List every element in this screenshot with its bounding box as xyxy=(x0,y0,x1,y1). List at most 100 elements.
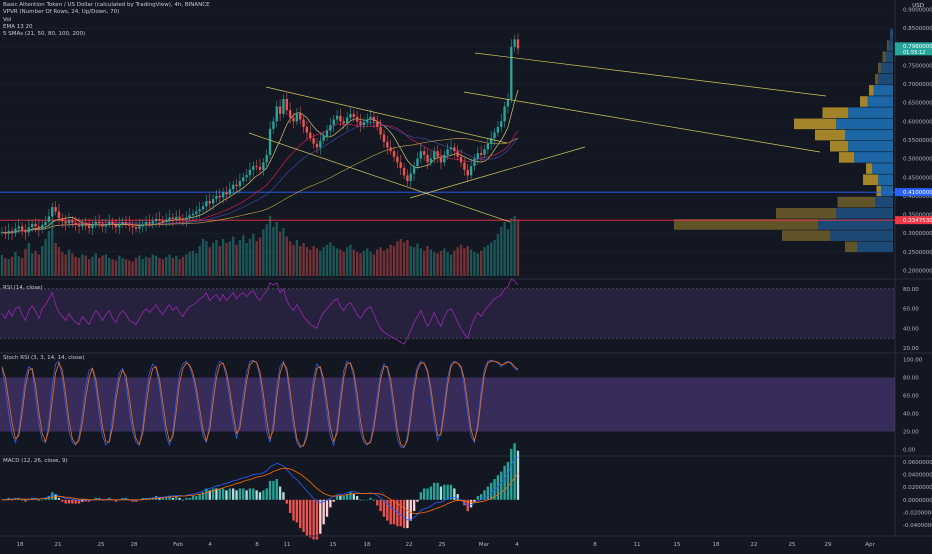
candle-body xyxy=(71,220,74,223)
volume-bar xyxy=(74,256,77,276)
indicator-ema[interactable]: EMA 13 20 xyxy=(3,23,33,30)
candle xyxy=(429,151,433,167)
candle xyxy=(466,163,469,183)
candle xyxy=(516,33,520,55)
candle xyxy=(77,217,81,234)
candle xyxy=(71,216,74,228)
volume-bar xyxy=(503,222,506,276)
macd-histogram-bar xyxy=(181,499,185,501)
volume-bar xyxy=(161,259,165,276)
trendline-channel-bottom xyxy=(248,132,511,223)
candle-body xyxy=(265,154,268,163)
candle xyxy=(185,211,188,227)
volume-bar xyxy=(118,255,121,276)
stoch-tick-label: 20.00 xyxy=(903,430,919,436)
volume-bar xyxy=(258,237,262,276)
candle xyxy=(319,133,322,155)
volume-profile-down xyxy=(860,96,868,107)
time-tick-label: 18 xyxy=(17,542,24,548)
volume-bar xyxy=(476,253,479,276)
volume-bar xyxy=(429,249,433,276)
volume-bar xyxy=(372,254,376,276)
candle xyxy=(97,214,101,229)
candle xyxy=(47,208,51,228)
stoch-tick-label: 100.00 xyxy=(903,357,923,363)
candle xyxy=(67,213,71,228)
stoch-pane-label[interactable]: Stoch RSI (3, 3, 14, 14, close) xyxy=(3,355,85,361)
candle xyxy=(188,207,191,222)
volume-bar xyxy=(382,250,386,276)
indicator-vpvr[interactable]: VPVR (Number Of Rows, 24, Up/Down, 70) xyxy=(3,9,120,16)
macd-histogram-bar xyxy=(439,486,443,500)
volume-bar xyxy=(426,246,429,276)
candle xyxy=(101,218,104,233)
candle-body xyxy=(479,153,483,155)
candle-body xyxy=(84,223,87,226)
macd-histogram-bar xyxy=(84,499,87,502)
candle xyxy=(423,146,426,161)
volume-bar xyxy=(61,252,64,276)
candle-body xyxy=(483,149,486,155)
volume-bar xyxy=(211,243,215,276)
macd-histogram-bar xyxy=(349,492,352,500)
chart-title: Basic Attention Token / US Dollar (calcu… xyxy=(3,2,210,8)
candle xyxy=(235,178,238,193)
volume-bar xyxy=(0,255,4,276)
candle-body xyxy=(288,110,292,118)
volume-bar xyxy=(201,238,205,276)
indicator-vol[interactable]: Vol xyxy=(3,16,12,23)
macd-histogram-bar xyxy=(496,475,500,500)
candle xyxy=(399,154,402,176)
volume-bar xyxy=(114,260,118,276)
trendline-projection-upper xyxy=(474,52,827,97)
volume-bar xyxy=(473,252,476,276)
candle xyxy=(366,113,369,127)
candle-body xyxy=(215,195,218,199)
volume-profile-down xyxy=(837,196,875,208)
candle xyxy=(168,210,171,226)
candle-body xyxy=(305,126,309,133)
macd-histogram-bar xyxy=(252,488,255,500)
red-level-box xyxy=(895,216,932,225)
candle-body xyxy=(258,166,262,170)
volume-profile-down xyxy=(776,208,836,219)
candle-body xyxy=(506,99,510,107)
volume-bar xyxy=(355,252,359,276)
candle-body xyxy=(389,147,392,152)
trendline-rising xyxy=(409,146,586,199)
candle-body xyxy=(449,147,453,150)
candle xyxy=(322,131,325,145)
volume-bar xyxy=(47,231,51,276)
sma-mid-line xyxy=(1,123,519,234)
candle-body xyxy=(429,158,433,163)
candle xyxy=(121,217,124,228)
candle-body xyxy=(14,228,17,234)
candle-body xyxy=(503,106,506,122)
macd-histogram-bar xyxy=(476,496,479,500)
candle xyxy=(446,143,449,160)
volume-bar xyxy=(205,241,208,276)
rsi-pane-label[interactable]: RSI (14, close) xyxy=(3,285,43,291)
volume-profile-up xyxy=(881,62,893,74)
candle-body xyxy=(64,221,67,224)
candle xyxy=(292,113,295,129)
indicator-smas[interactable]: 5 SMAs (21, 50, 80, 100, 200) xyxy=(3,31,86,38)
macd-pane-label[interactable]: MACD (12, 26, close, 9) xyxy=(3,458,68,464)
candle-body xyxy=(131,225,134,228)
candle xyxy=(513,34,516,52)
rsi-band xyxy=(0,288,895,339)
volume-bar xyxy=(91,256,94,276)
volume-bar xyxy=(235,244,238,276)
volume-bar xyxy=(292,244,295,276)
candle xyxy=(74,216,77,231)
candle xyxy=(315,137,319,154)
macd-histogram-bar xyxy=(208,490,211,500)
candle xyxy=(459,149,463,168)
